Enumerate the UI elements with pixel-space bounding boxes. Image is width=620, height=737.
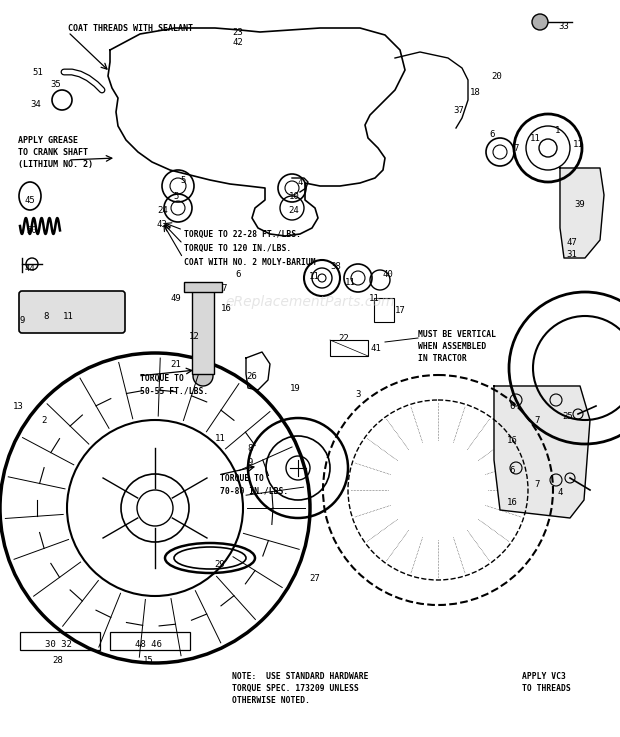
Text: 2: 2: [42, 416, 46, 425]
Text: 41: 41: [371, 344, 381, 353]
Text: 9: 9: [19, 316, 25, 325]
Text: 28: 28: [53, 656, 63, 665]
Text: 7: 7: [534, 416, 539, 425]
Text: 38: 38: [330, 262, 342, 271]
Text: eReplacementParts.com: eReplacementParts.com: [225, 295, 395, 309]
Text: 6: 6: [509, 466, 515, 475]
Text: OTHERWISE NOTED.: OTHERWISE NOTED.: [232, 696, 310, 705]
Text: COAT THREADS WITH SEALANT: COAT THREADS WITH SEALANT: [68, 24, 193, 33]
Text: 8: 8: [43, 312, 49, 321]
Circle shape: [193, 366, 213, 386]
Text: 9: 9: [247, 458, 253, 467]
Text: 17: 17: [394, 306, 405, 315]
Text: 12: 12: [188, 332, 200, 341]
Text: TORQUE TO 22-28 FT./LBS.: TORQUE TO 22-28 FT./LBS.: [184, 230, 301, 239]
Text: 6: 6: [236, 270, 241, 279]
Text: 6: 6: [489, 130, 495, 139]
Bar: [184, 282, 222, 292]
Text: 10: 10: [289, 192, 299, 201]
Text: NOTE:  USE STANDARD HARDWARE: NOTE: USE STANDARD HARDWARE: [232, 672, 368, 681]
Text: 16: 16: [507, 498, 517, 507]
Text: 11: 11: [529, 134, 541, 143]
Text: 47: 47: [567, 238, 577, 247]
Text: TORQUE TO: TORQUE TO: [140, 374, 184, 383]
Text: IN TRACTOR: IN TRACTOR: [418, 354, 467, 363]
Text: 3: 3: [355, 390, 361, 399]
Text: 40: 40: [383, 270, 393, 279]
Text: 6: 6: [509, 402, 515, 411]
Text: 37: 37: [454, 106, 464, 115]
Text: 7: 7: [534, 480, 539, 489]
Text: 43: 43: [157, 220, 167, 229]
Bar: [330, 340, 368, 356]
Text: 21: 21: [170, 360, 182, 369]
Text: 11: 11: [309, 272, 319, 281]
Text: 11: 11: [345, 278, 355, 287]
Text: 11: 11: [215, 434, 226, 443]
Text: 26: 26: [247, 372, 257, 381]
Text: 50-55 FT./LBS.: 50-55 FT./LBS.: [140, 386, 208, 395]
Text: 5: 5: [180, 176, 185, 185]
Text: 30 32: 30 32: [45, 640, 71, 649]
Text: TORQUE TO: TORQUE TO: [220, 474, 264, 483]
Text: 34: 34: [30, 100, 42, 109]
Bar: [192, 286, 214, 374]
Circle shape: [532, 14, 548, 30]
Text: 24: 24: [157, 206, 169, 215]
Text: WHEN ASSEMBLED: WHEN ASSEMBLED: [418, 342, 486, 351]
Text: 4: 4: [298, 178, 303, 187]
Text: COAT WITH NO. 2 MOLY-BARIUM: COAT WITH NO. 2 MOLY-BARIUM: [184, 258, 316, 267]
Text: 15: 15: [143, 656, 153, 665]
Text: 19: 19: [290, 384, 300, 393]
Text: 25: 25: [562, 412, 574, 421]
Text: 8: 8: [247, 444, 253, 453]
Text: 49: 49: [170, 294, 182, 303]
Text: 16: 16: [507, 436, 517, 445]
Text: 24: 24: [289, 206, 299, 215]
Text: 39: 39: [575, 200, 585, 209]
Text: APPLY GREASE: APPLY GREASE: [18, 136, 78, 145]
Text: 29: 29: [215, 560, 226, 569]
Text: 70-80 IN./LBS.: 70-80 IN./LBS.: [220, 486, 288, 495]
Text: 11: 11: [369, 294, 379, 303]
Text: 42: 42: [232, 38, 244, 47]
Text: (LITHIUM NO. 2): (LITHIUM NO. 2): [18, 160, 93, 169]
Text: 33: 33: [558, 22, 569, 31]
Text: APPLY VC3: APPLY VC3: [522, 672, 566, 681]
Text: TO THREADS: TO THREADS: [522, 684, 571, 693]
Text: 48 46: 48 46: [135, 640, 161, 649]
Text: 5: 5: [174, 192, 179, 201]
Text: 45: 45: [25, 196, 35, 205]
Text: 11: 11: [63, 312, 73, 321]
Text: 27: 27: [309, 574, 321, 583]
Text: 4: 4: [557, 488, 563, 497]
Text: 11: 11: [573, 140, 583, 149]
FancyBboxPatch shape: [19, 291, 125, 333]
Text: 7: 7: [221, 284, 227, 293]
Bar: [20, 632, 100, 650]
Text: 7: 7: [513, 144, 519, 153]
Text: 18: 18: [469, 88, 481, 97]
Text: 31: 31: [567, 250, 577, 259]
Bar: [374, 298, 394, 322]
Text: TORQUE SPEC. 173209 UNLESS: TORQUE SPEC. 173209 UNLESS: [232, 684, 359, 693]
Text: 22: 22: [339, 334, 350, 343]
Text: TORQUE TO 120 IN./LBS.: TORQUE TO 120 IN./LBS.: [184, 244, 291, 253]
Text: 1: 1: [556, 126, 560, 135]
Polygon shape: [494, 386, 590, 518]
Text: MUST BE VERTICAL: MUST BE VERTICAL: [418, 330, 496, 339]
Bar: [110, 632, 190, 650]
Text: 51: 51: [33, 68, 43, 77]
Polygon shape: [560, 168, 604, 258]
Text: 35: 35: [51, 80, 61, 89]
Text: TO CRANK SHAFT: TO CRANK SHAFT: [18, 148, 88, 157]
Text: 16: 16: [221, 304, 231, 313]
Text: 13: 13: [12, 402, 24, 411]
Text: 23: 23: [232, 28, 244, 37]
Text: 44: 44: [25, 264, 35, 273]
Text: 20: 20: [492, 72, 502, 81]
Text: 50: 50: [27, 226, 37, 235]
